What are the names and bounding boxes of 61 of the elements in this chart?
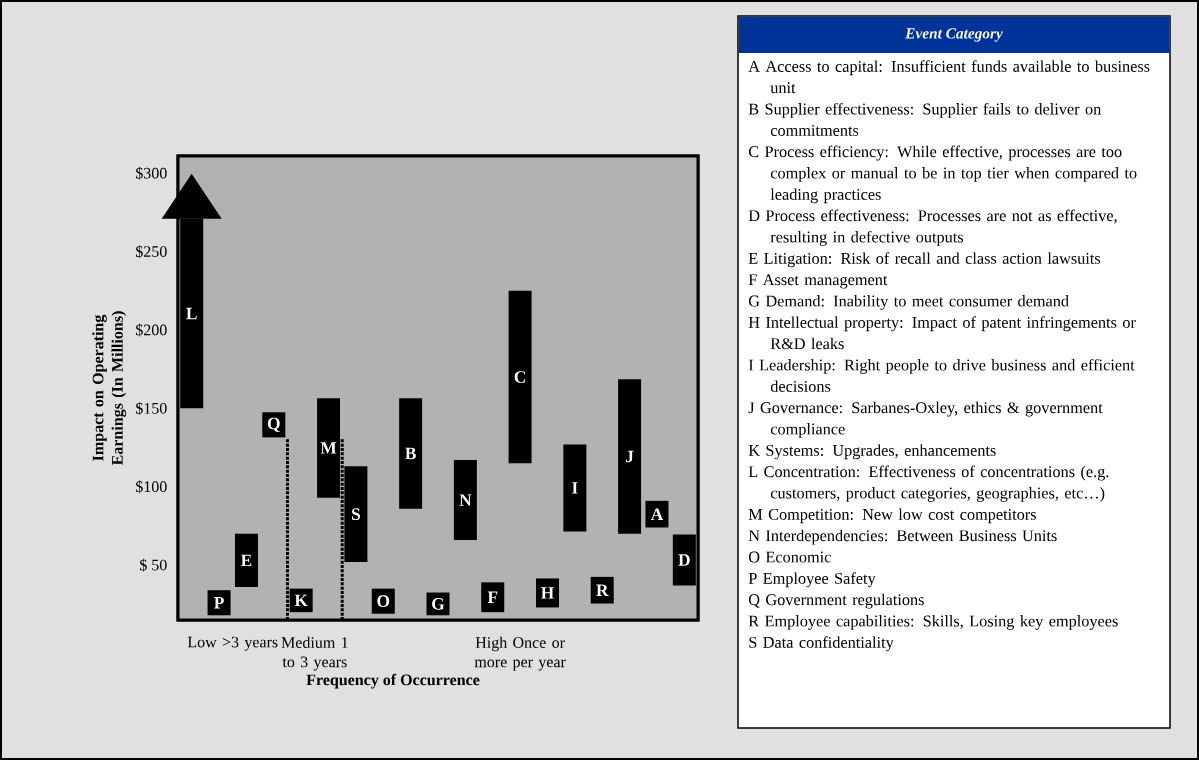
data-label: R [596,584,609,596]
text: K Systems: Upgrades, enhancements [748,444,996,460]
y-tick-label: $300 [135,166,167,180]
text: Q Government regulations [748,593,924,609]
data-label: F [487,591,498,603]
data-label: A [650,508,664,520]
data-label: Q [267,417,280,432]
text: C Process efficiency: While effective, processes are too complex or manual to be in top tier when compared to leading practices [748,145,1137,204]
data-label: M [320,442,337,454]
legend-title: Event Category [905,28,1003,42]
text: E Litigation: Risk of recall and class action lawsuits [748,252,1101,268]
bar [481,582,505,613]
data-label: S [352,508,360,520]
text: G Demand: Inability to meet consumer demand [748,295,1069,310]
data-label: K [294,594,308,607]
text: I Leadership: Right people to drive business and efficient decisions [748,358,1135,392]
y-tick-label: $ 50 [139,558,167,572]
bar [618,379,642,534]
text: D Process effectiveness: Processes are not as effective, resulting in defective outputs [748,209,1117,246]
text: R Employee capabilities: Skills, Losing key employees [748,615,1118,630]
data-label: E [240,554,252,567]
y-tick-label: $100 [135,480,167,494]
bar [645,500,669,528]
data-label: D [678,554,690,566]
bar [207,590,231,616]
bar [590,576,614,604]
text: J Governance: Sarbanes-Oxley, ethics & government compliance [748,401,1103,438]
bar [672,534,696,586]
text: Medium 1 to 3 years [281,636,348,671]
data-label: O [377,595,390,607]
text: A Access to capital: Insufficient funds available to business unit [748,60,1150,94]
bar [508,290,532,464]
data-label: L [186,307,197,320]
bar [234,533,258,588]
text: P Employee Safety [748,572,876,588]
bar [399,398,423,509]
data-label: P [214,597,224,609]
data-label: H [541,587,554,599]
y-tick-label: $200 [135,323,167,337]
data-label: J [626,450,634,463]
data-label: I [572,482,578,494]
y-tick-label: $150 [135,401,167,415]
text: Low >3 years [187,636,278,651]
bar [453,460,477,541]
text: N Interdependencies: Between Business Units [748,529,1057,545]
data-label: B [405,447,416,460]
y-axis-title: Impact on Operating Earnings (In Millions) [92,311,127,466]
text: L Concentration: Effectiveness of concentrations (e.g. customers, product categories, geographies, etc…) [748,465,1109,502]
x-axis-title: Frequency of Occurrence [306,673,480,689]
data-label: C [514,371,526,383]
text: High Once or more per year [474,636,566,671]
text: M Competition: New low cost competitors [748,508,1036,524]
bar [563,444,587,532]
text: H Intellectual property: Impact of patent infringements or R&D leaks [748,316,1136,350]
text: O Economic [748,551,831,563]
text: S Data confidentiality [749,636,894,652]
y-tick-label: $250 [135,245,167,259]
text: F Asset management [748,274,888,289]
data-label: G [432,598,445,610]
data-label: N [459,494,472,506]
text: B Supplier effectiveness: Supplier fails to deliver on commitments [748,102,1102,136]
